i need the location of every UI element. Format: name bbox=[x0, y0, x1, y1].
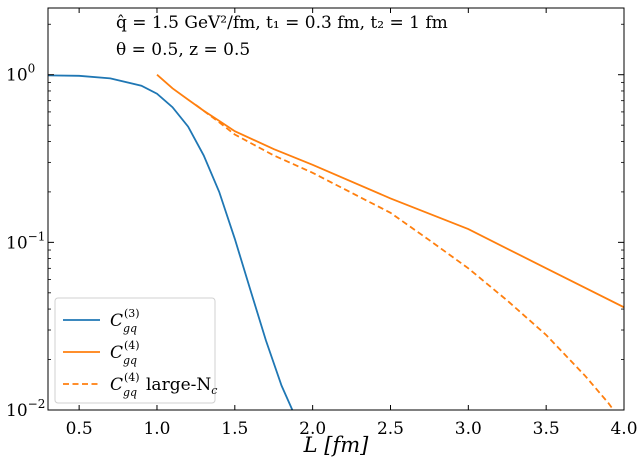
y-tick-label: 10−1 bbox=[6, 229, 45, 253]
y-tick-exponent: −2 bbox=[28, 397, 46, 411]
legend-box bbox=[54, 297, 216, 404]
x-tick-label: 1.0 bbox=[143, 419, 170, 439]
x-tick-label: 3.0 bbox=[455, 419, 482, 439]
x-tick-label: 2.0 bbox=[299, 419, 326, 439]
y-tick-base: 10 bbox=[6, 233, 28, 253]
legend-label-2: C(4) gq large-Nc bbox=[110, 371, 217, 399]
x-tick-label: 0.5 bbox=[66, 419, 93, 439]
series-line-2 bbox=[195, 104, 615, 410]
y-tick-base: 10 bbox=[6, 66, 28, 86]
x-tick-label: 4.0 bbox=[610, 419, 637, 439]
x-axis-label: L [fm] bbox=[303, 433, 369, 457]
y-tick-label: 100 bbox=[6, 62, 35, 86]
annotation-line-2: θ = 0.5, z = 0.5 bbox=[116, 40, 250, 60]
x-tick-label: 2.5 bbox=[377, 419, 404, 439]
x-tick-label: 1.5 bbox=[221, 419, 248, 439]
plot-frame bbox=[47, 7, 625, 411]
y-tick-base: 10 bbox=[6, 401, 28, 421]
y-tick-exponent: 0 bbox=[28, 62, 36, 76]
y-tick-label: 10−2 bbox=[6, 397, 45, 421]
legend: C(3) gq C(4) gq C(4) gq large-Nc bbox=[54, 297, 217, 404]
y-tick-exponent: −1 bbox=[28, 229, 46, 243]
series-line-1 bbox=[156, 74, 624, 309]
annotation-line-1: q̂ = 1.5 GeV²/fm, t₁ = 0.3 fm, t₂ = 1 fm bbox=[116, 13, 448, 33]
legend-label-0: C(3) gq bbox=[110, 307, 140, 335]
x-tick-label: 3.5 bbox=[533, 419, 560, 439]
legend-label-1: C(4) gq bbox=[110, 339, 140, 367]
series-line-0 bbox=[48, 74, 294, 410]
series-layer bbox=[48, 74, 624, 410]
